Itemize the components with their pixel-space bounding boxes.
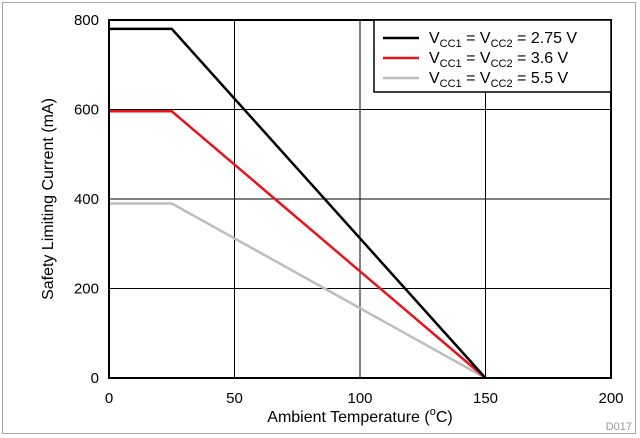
x-tick-label: 0 bbox=[105, 390, 113, 407]
y-tick-label: 800 bbox=[74, 12, 99, 29]
x-axis-label: Ambient Temperature (oC) bbox=[267, 406, 452, 426]
x-tick-label: 200 bbox=[598, 390, 623, 407]
series-lines bbox=[109, 27, 487, 380]
legend-box bbox=[373, 19, 612, 93]
y-tick-label: 0 bbox=[91, 370, 99, 387]
x-axis-label-text: Ambient Temperature ( bbox=[267, 409, 430, 426]
y-tick-label: 400 bbox=[74, 191, 99, 208]
series-line bbox=[109, 110, 487, 379]
legend-entry: VCC1 = VCC2 = 2.75 V bbox=[429, 30, 577, 50]
legend-entry: VCC1 = VCC2 = 5.5 V bbox=[429, 70, 569, 90]
x-tick-label: 50 bbox=[226, 390, 243, 407]
figure-code: D017 bbox=[606, 421, 632, 433]
y-tick-label: 200 bbox=[74, 281, 99, 298]
chart-frame bbox=[2, 2, 636, 434]
y-tick-labels: 0 200 400 600 800 bbox=[74, 12, 99, 387]
x-tick-label: 150 bbox=[473, 390, 498, 407]
legend-entry: VCC1 = VCC2 = 3.6 V bbox=[429, 50, 569, 70]
plot-area-border bbox=[108, 19, 612, 379]
y-axis-label: Safety Limiting Current (mA) bbox=[40, 98, 57, 300]
x-tick-labels: 0 50 100 150 200 bbox=[105, 390, 624, 407]
series-line bbox=[109, 202, 487, 380]
series-line bbox=[109, 27, 487, 379]
x-axis-label-superscript: o bbox=[430, 406, 436, 418]
y-tick-label: 600 bbox=[74, 102, 99, 119]
x-axis-label-end: C) bbox=[436, 409, 453, 426]
x-tick-label: 100 bbox=[347, 390, 372, 407]
